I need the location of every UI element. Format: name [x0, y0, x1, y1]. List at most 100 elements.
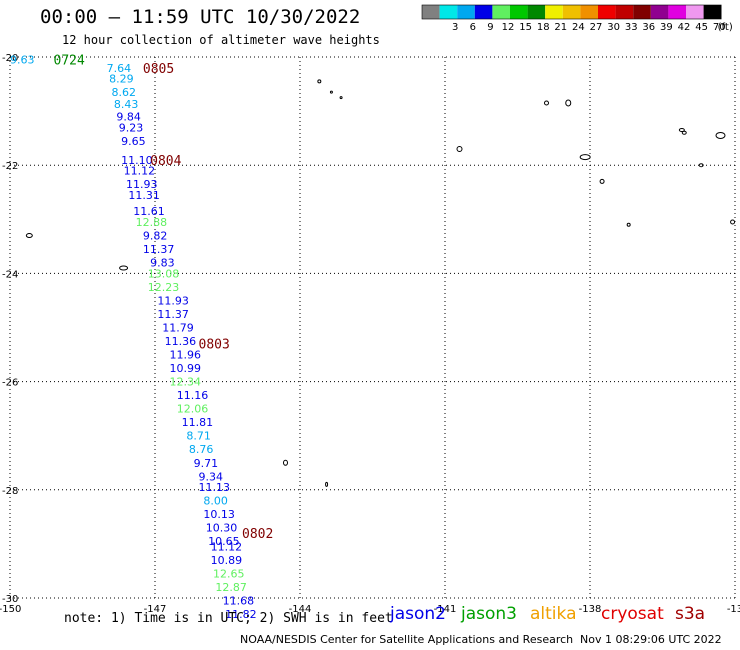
wave-height-label: 11.68 — [223, 595, 255, 608]
footer-timestamp: Nov 1 08:29:06 UTC 2022 — [580, 633, 722, 646]
lat-tick-label: -24 — [2, 269, 18, 280]
wave-height-label: 11.61 — [133, 205, 165, 218]
wave-height-label: 10.99 — [170, 362, 202, 375]
wave-height-label: 11.93 — [126, 178, 158, 191]
wave-height-label: 11.79 — [162, 322, 194, 335]
pass-time-labels: 0724 0805 0804 0803 0802 — [54, 54, 274, 542]
wave-height-label: 11.93 — [157, 294, 189, 307]
colorbar-swatch — [580, 5, 598, 19]
map-title: 00:00 – 11:59 UTC 10/30/2022 — [40, 6, 361, 28]
colorbar-swatch — [598, 5, 616, 19]
colorbar-swatch — [633, 5, 651, 19]
wave-height-label: 10.13 — [203, 508, 235, 521]
legend-cryosat: cryosat — [601, 604, 664, 624]
pass-time-label: 0804 — [150, 154, 181, 169]
wave-height-label: 12.88 — [136, 216, 168, 229]
lat-tick-label: -30 — [2, 594, 18, 605]
wave-height-label: 11.31 — [128, 189, 160, 202]
wave-height-label: 9.65 — [121, 135, 145, 148]
lat-tick-label: -20 — [2, 53, 18, 64]
lon-tick-label: -144 — [289, 604, 312, 615]
wave-height-label: 11.13 — [199, 481, 231, 494]
wave-height-label: 11.37 — [157, 308, 189, 321]
legend-altika: altika — [530, 604, 577, 624]
island-outlines — [25, 79, 736, 487]
wave-height-label: 10.30 — [206, 522, 238, 535]
colorbar-swatch — [474, 5, 493, 19]
island — [317, 79, 322, 84]
island — [456, 145, 463, 152]
island — [544, 100, 549, 106]
wave-height-labels: 9.637.648.298.628.439.849.239.6511.1011.… — [10, 54, 257, 622]
wave-height-label: 9.83 — [150, 257, 175, 270]
colorbar-swatch — [615, 5, 634, 19]
island — [678, 128, 685, 133]
wave-height-label: 9.23 — [119, 121, 144, 134]
colorbar-legend: 3 6 9 12 15 18 21 24 27 30 33 36 39 42 45 70(ft) — [421, 4, 733, 33]
wave-height-label: 11.12 — [211, 541, 243, 554]
wave-height-label: 12.34 — [170, 376, 202, 389]
wave-height-label: 11.82 — [225, 608, 256, 621]
wave-height-label: 11.37 — [143, 243, 175, 256]
wave-height-label: 12.65 — [213, 568, 245, 581]
colorbar-label: 33 — [625, 22, 638, 33]
island — [715, 131, 726, 139]
pass-time-label: 0803 — [199, 338, 230, 353]
colorbar-label: 18 — [537, 22, 550, 33]
island — [599, 178, 605, 184]
colorbar-swatch — [562, 5, 581, 19]
legend-jason2: jason2 — [390, 604, 446, 624]
wave-height-label: 8.76 — [189, 443, 214, 456]
legend-jason3: jason3 — [461, 604, 517, 624]
colorbar-label: 27 — [590, 22, 603, 33]
lon-tick-label: -138 — [579, 604, 602, 615]
colorbar-label: 45 — [695, 22, 708, 33]
wave-height-label: 8.43 — [114, 98, 138, 111]
colorbar-label: 12 — [502, 22, 515, 33]
colorbar-swatch — [703, 5, 722, 19]
island — [681, 130, 687, 135]
colorbar-label: 9 — [487, 22, 493, 33]
colorbar-label: 30 — [607, 22, 620, 33]
wave-height-label: 7.64 — [107, 62, 131, 75]
wave-height-label: 10.65 — [208, 535, 240, 548]
wave-height-label: 11.36 — [165, 335, 197, 348]
island — [579, 154, 591, 161]
colorbar-swatch — [527, 5, 546, 19]
lat-tick-label: -28 — [2, 486, 18, 497]
wave-height-label: 11.10 — [121, 154, 152, 167]
map-subtitle: 12 hour collection of altimeter wave hei… — [62, 33, 380, 47]
lon-tick-label: -150 — [0, 604, 21, 615]
colorbar-label: 39 — [660, 22, 673, 33]
colorbar-swatch — [668, 5, 686, 19]
lat-tick-label: -22 — [2, 161, 18, 172]
footer-source: NOAA/NESDIS Center for Satellite Applica… — [240, 633, 574, 646]
colorbar-frame — [421, 4, 722, 20]
pass-time-label: 0724 — [54, 54, 85, 69]
island — [339, 96, 343, 100]
colorbar-swatch — [545, 5, 563, 19]
colorbar-label: 6 — [470, 22, 476, 33]
colorbar-label: 42 — [678, 22, 691, 33]
island — [119, 265, 129, 271]
lon-tick-label: -147 — [144, 604, 167, 615]
wave-height-label: 12.87 — [215, 581, 247, 594]
colorbar-label: 15 — [519, 22, 532, 33]
colorbar-swatch — [439, 5, 458, 19]
legend-s3a: s3a — [675, 604, 706, 624]
wave-height-label: 11.16 — [177, 389, 209, 402]
wave-height-label: 10.89 — [211, 554, 243, 567]
wave-height-label: 13.08 — [148, 267, 180, 280]
colorbar-label: 36 — [642, 22, 655, 33]
wave-height-label: 8.62 — [112, 86, 137, 99]
colorbar-swatch — [510, 5, 528, 19]
colorbar-label: 21 — [554, 22, 567, 33]
colorbar-swatch — [492, 5, 510, 19]
wave-height-label: 12.23 — [148, 281, 180, 294]
wave-height-label: 9.34 — [199, 470, 224, 483]
lon-tick-label: -13 — [727, 604, 740, 615]
wave-height-label: 9.82 — [143, 230, 168, 243]
colorbar-swatch — [457, 5, 475, 19]
wave-height-label: 8.71 — [186, 430, 211, 443]
